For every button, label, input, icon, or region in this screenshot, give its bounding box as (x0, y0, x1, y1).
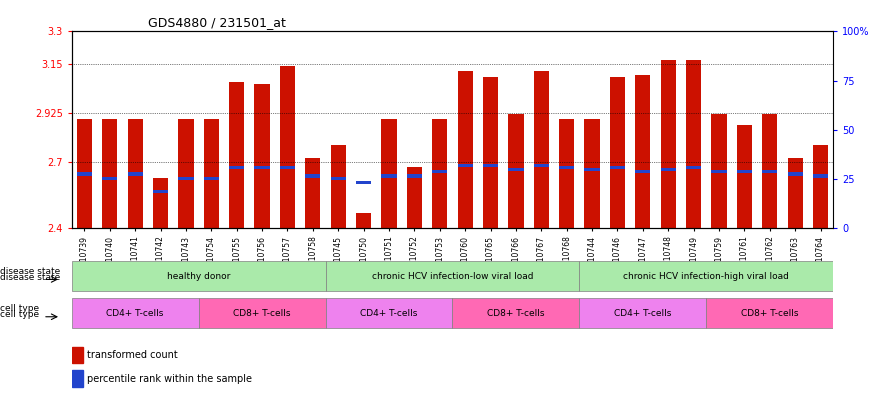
Text: GDS4880 / 231501_at: GDS4880 / 231501_at (148, 16, 286, 29)
Text: disease state: disease state (0, 266, 60, 275)
Bar (306, 158, 321, 228)
Text: chronic HCV infection-low viral load: chronic HCV infection-low viral load (372, 272, 533, 281)
Text: healthy donor: healthy donor (167, 272, 230, 281)
FancyBboxPatch shape (580, 298, 706, 329)
Bar (331, 145, 346, 228)
Bar (458, 71, 473, 228)
Bar (178, 176, 194, 180)
FancyBboxPatch shape (325, 261, 580, 291)
Bar (72, 347, 82, 363)
Bar (584, 119, 599, 228)
Bar (559, 166, 574, 169)
Bar (508, 114, 523, 228)
Bar (660, 60, 676, 228)
Text: disease state: disease state (0, 273, 60, 281)
Bar (280, 166, 295, 169)
Bar (178, 119, 194, 228)
Bar (102, 176, 117, 180)
Text: CD8+ T-cells: CD8+ T-cells (487, 309, 545, 318)
Bar (432, 170, 447, 173)
FancyBboxPatch shape (72, 261, 325, 291)
Bar (762, 114, 778, 228)
Text: CD8+ T-cells: CD8+ T-cells (233, 309, 291, 318)
Bar (280, 66, 295, 228)
Bar (356, 181, 371, 184)
Bar (660, 168, 676, 171)
Text: cell type: cell type (0, 310, 39, 319)
Bar (102, 119, 117, 228)
Bar (331, 176, 346, 180)
Text: CD4+ T-cells: CD4+ T-cells (614, 309, 672, 318)
Bar (153, 190, 168, 193)
Bar (77, 172, 92, 176)
Bar (788, 158, 803, 228)
Bar (77, 119, 92, 228)
Bar (407, 167, 422, 228)
Bar (432, 119, 447, 228)
Bar (610, 77, 625, 228)
FancyBboxPatch shape (72, 298, 199, 329)
FancyBboxPatch shape (199, 298, 325, 329)
Text: CD4+ T-cells: CD4+ T-cells (360, 309, 418, 318)
Bar (686, 60, 702, 228)
Bar (788, 172, 803, 176)
Bar (72, 370, 82, 387)
Bar (711, 114, 727, 228)
Text: cell type: cell type (0, 304, 39, 313)
Bar (483, 77, 498, 228)
Bar (762, 170, 778, 173)
Bar (610, 166, 625, 169)
Bar (127, 172, 142, 176)
Bar (711, 170, 727, 173)
Bar (127, 119, 142, 228)
Bar (635, 170, 650, 173)
Bar (407, 174, 422, 178)
Bar (203, 176, 219, 180)
FancyBboxPatch shape (325, 298, 452, 329)
Bar (382, 119, 397, 228)
Bar (254, 84, 270, 228)
FancyBboxPatch shape (452, 298, 580, 329)
Text: CD8+ T-cells: CD8+ T-cells (741, 309, 798, 318)
Bar (737, 125, 752, 228)
Text: percentile rank within the sample: percentile rank within the sample (88, 374, 253, 384)
Bar (254, 166, 270, 169)
Bar (306, 174, 321, 178)
Bar (686, 166, 702, 169)
FancyBboxPatch shape (706, 298, 833, 329)
Bar (559, 119, 574, 228)
Bar (229, 166, 245, 169)
Bar (229, 82, 245, 228)
Bar (584, 168, 599, 171)
Bar (382, 174, 397, 178)
Bar (153, 178, 168, 228)
Bar (534, 71, 549, 228)
Text: CD4+ T-cells: CD4+ T-cells (107, 309, 164, 318)
Bar (534, 163, 549, 167)
Bar (458, 163, 473, 167)
Bar (508, 168, 523, 171)
Bar (203, 119, 219, 228)
Text: transformed count: transformed count (88, 350, 178, 360)
Bar (356, 213, 371, 228)
Bar (737, 170, 752, 173)
Bar (813, 145, 828, 228)
Text: chronic HCV infection-high viral load: chronic HCV infection-high viral load (624, 272, 789, 281)
Bar (483, 163, 498, 167)
FancyBboxPatch shape (580, 261, 833, 291)
Bar (635, 75, 650, 228)
Bar (813, 174, 828, 178)
